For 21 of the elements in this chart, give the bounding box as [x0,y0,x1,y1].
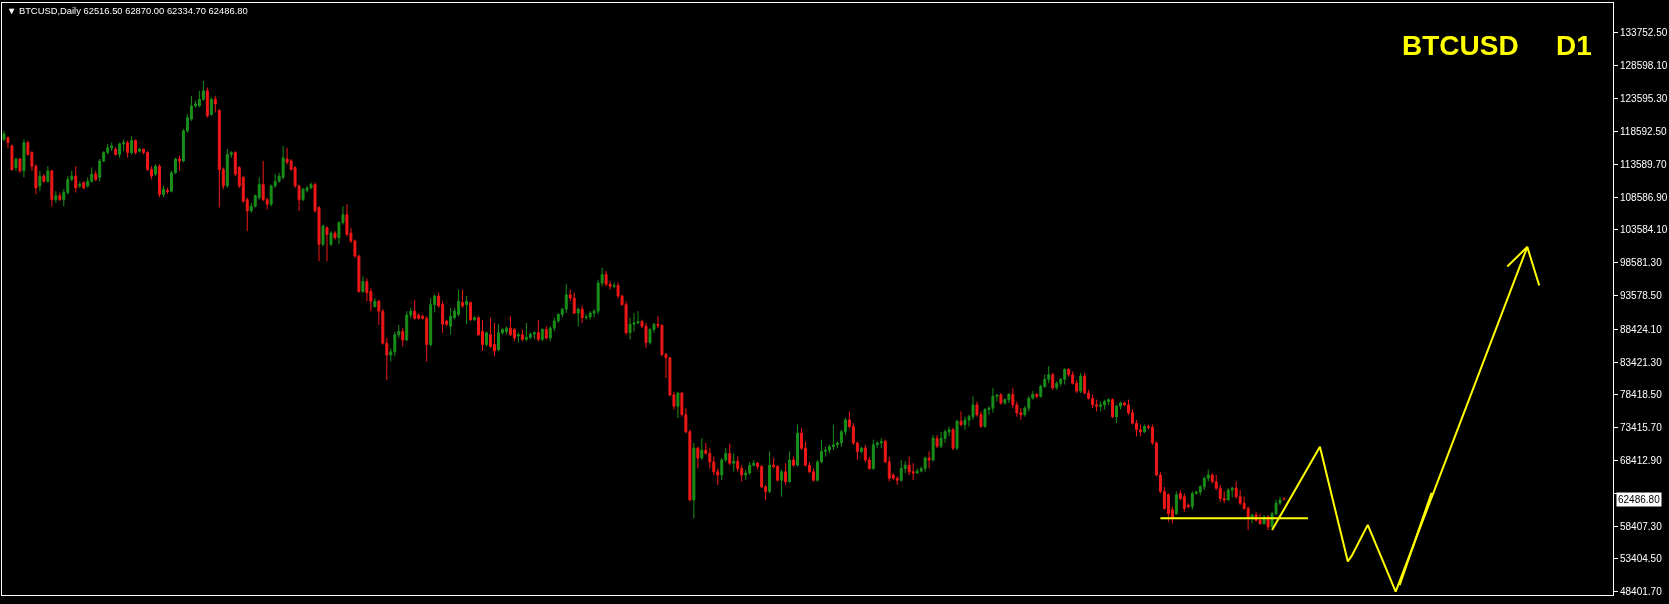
annotation: ▼ BTCUSD,Daily 62516.50 62870.00 62334.70 62486.80 [7,5,248,16]
y-tick-label: 83421.30 [1620,356,1663,368]
y-tick-label: 98581.30 [1620,257,1663,269]
y-tick-label: 88424.10 [1620,323,1663,335]
text: BTCUSD [1402,30,1519,61]
y-tick-label: 58407.30 [1620,520,1663,532]
y-tick-label: 73415.70 [1620,422,1663,434]
y-tick-label: 133752.50 [1620,26,1668,38]
y-tick-label: 78418.50 [1620,389,1663,401]
y-tick-label: 123595.30 [1620,93,1668,105]
text: 62486.80 [1618,494,1661,505]
y-tick-label: 48401.70 [1620,586,1663,598]
y-tick-label: 113589.70 [1620,158,1667,170]
y-tick-label: 103584.10 [1620,224,1668,236]
text: D1 [1556,30,1592,61]
y-tick-label: 128598.10 [1620,60,1668,72]
y-tick-label: 53404.50 [1620,553,1663,565]
y-tick-label: 93578.50 [1620,290,1663,302]
y-tick-label: 118592.50 [1620,126,1667,138]
y-tick-label: 68412.90 [1620,455,1663,467]
y-tick-label: 108586.90 [1620,191,1668,203]
